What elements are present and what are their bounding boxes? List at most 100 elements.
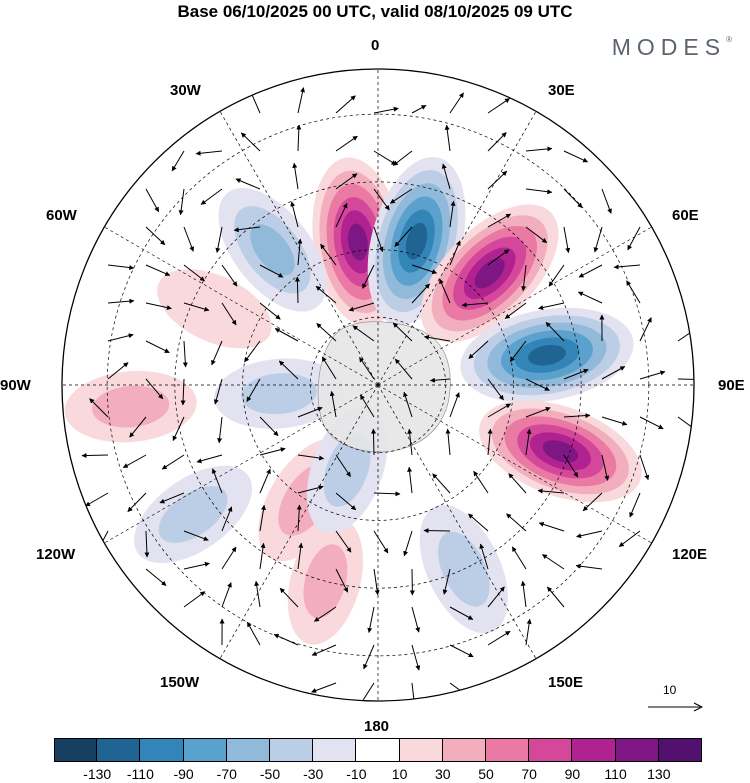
wind-vector-32 (195, 150, 223, 156)
wind-vector-131 (429, 377, 451, 383)
lon-label-30w: 30W (170, 82, 201, 99)
wind-vector-16 (127, 492, 147, 512)
anomaly-contour-10-1 (92, 385, 170, 428)
wind-vector-129 (439, 278, 451, 304)
lon-label-150e: 150E (548, 674, 584, 691)
wind-vector-18 (145, 568, 167, 586)
anomaly-contour-0-5 (347, 223, 368, 261)
wind-vector-49 (233, 226, 261, 233)
lon-label-150w: 150W (160, 674, 200, 691)
wind-vector-70 (297, 454, 325, 461)
colorbar-tick-2: -90 (173, 766, 194, 782)
wind-vector-31 (183, 591, 206, 608)
wind-vector-199 (639, 454, 650, 481)
wind-vector-12 (145, 340, 170, 354)
wind-vector-177 (563, 454, 579, 478)
wind-vector-95 (373, 226, 384, 253)
wind-vector-148 (487, 403, 511, 418)
wind-vector-152 (479, 543, 489, 570)
wind-vector-66 (294, 276, 300, 304)
wind-vector-96 (362, 264, 375, 289)
wind-vector-11 (145, 302, 172, 310)
wind-vector-202 (677, 325, 694, 342)
wind-vector-97 (348, 302, 375, 312)
wind-vector-163 (525, 428, 532, 456)
wind-vector-0 (107, 264, 135, 271)
wind-vector-29 (183, 530, 209, 541)
anomaly-contour-13-0 (157, 269, 272, 349)
meridian-150 (377, 384, 537, 659)
wind-vector-113 (411, 283, 430, 304)
colorbar-cell-4 (226, 738, 271, 762)
chart-title: Base 06/10/2025 00 UTC, valid 08/10/2025… (177, 2, 573, 21)
wind-vector-140 (487, 98, 511, 114)
latitude-circle-2 (242, 249, 514, 521)
wind-vector-88 (335, 568, 349, 593)
wind-vector-54 (259, 416, 279, 437)
wind-vector-188 (601, 416, 628, 426)
wind-vector-86 (335, 492, 357, 511)
wind-vector-53 (246, 378, 261, 402)
lon-label-180: 180 (364, 718, 390, 735)
wind-vector-112 (411, 264, 438, 275)
wind-vector-154 (487, 630, 511, 646)
wind-vector-25 (180, 378, 186, 406)
wind-vector-127 (449, 200, 456, 228)
wind-vector-143 (487, 213, 512, 228)
wind-vector-62 (296, 124, 302, 152)
wind-vector-60 (246, 621, 261, 646)
wind-vector-159 (504, 302, 527, 320)
wind-vector-9 (145, 226, 166, 246)
wind-vector-59 (254, 580, 261, 608)
wind-vector-80 (320, 243, 337, 266)
anomaly-contour-9-1 (158, 486, 228, 543)
map-boundary (61, 68, 695, 702)
wind-vector-182 (601, 188, 612, 214)
latitude-circle-1 (174, 181, 582, 589)
wind-vector-132 (449, 392, 460, 418)
wind-vector-33 (200, 188, 223, 205)
wind-vector-17 (144, 530, 150, 558)
wind-vector-57 (259, 504, 266, 532)
wind-vector-198 (639, 416, 664, 430)
wind-vector-77 (335, 135, 358, 152)
wind-vector-184 (578, 264, 603, 278)
wind-vector-134 (432, 473, 451, 494)
wind-vector-42 (221, 506, 233, 532)
meridian-120 (377, 384, 652, 544)
wind-vector-2 (107, 333, 134, 342)
wind-vector-158 (521, 264, 527, 292)
wind-vector-133 (445, 428, 451, 456)
wind-vector-194 (613, 264, 641, 270)
wind-vector-108 (411, 104, 427, 114)
colorbar-cell-3 (183, 738, 227, 762)
wind-vector-44 (221, 582, 232, 608)
wind-vector-137 (449, 606, 474, 620)
wind-vector-119 (403, 530, 413, 557)
colorbar-tick-5: -30 (303, 766, 324, 782)
wind-vector-15 (122, 454, 147, 469)
wind-vector-109 (392, 150, 413, 166)
wind-vector-14 (129, 416, 147, 438)
wind-vector-160 (509, 340, 527, 362)
wind-vector-68 (278, 360, 299, 380)
wind-vector-26 (172, 416, 185, 442)
colorbar-cell-1 (97, 738, 141, 762)
meridian-240 (104, 384, 379, 544)
wind-vector-36 (221, 302, 237, 326)
wind-vector-167 (520, 580, 527, 608)
wind-vector-74 (279, 587, 299, 608)
wind-vector-106 (363, 644, 375, 670)
wind-vector-72 (296, 504, 302, 532)
wind-vector-117 (407, 428, 413, 456)
anomaly-contour-4-5 (542, 440, 579, 463)
wind-vector-141 (487, 132, 507, 152)
wind-vector-191 (576, 530, 603, 539)
wind-vector-104 (373, 568, 380, 596)
wind-vector-100 (359, 394, 375, 418)
wind-vector-107 (359, 682, 375, 701)
colorbar-cell-12 (572, 738, 616, 762)
wind-vector-181 (547, 586, 565, 608)
colorbar-tick-3: -70 (216, 766, 237, 782)
reference-vector-arrow (648, 702, 704, 712)
